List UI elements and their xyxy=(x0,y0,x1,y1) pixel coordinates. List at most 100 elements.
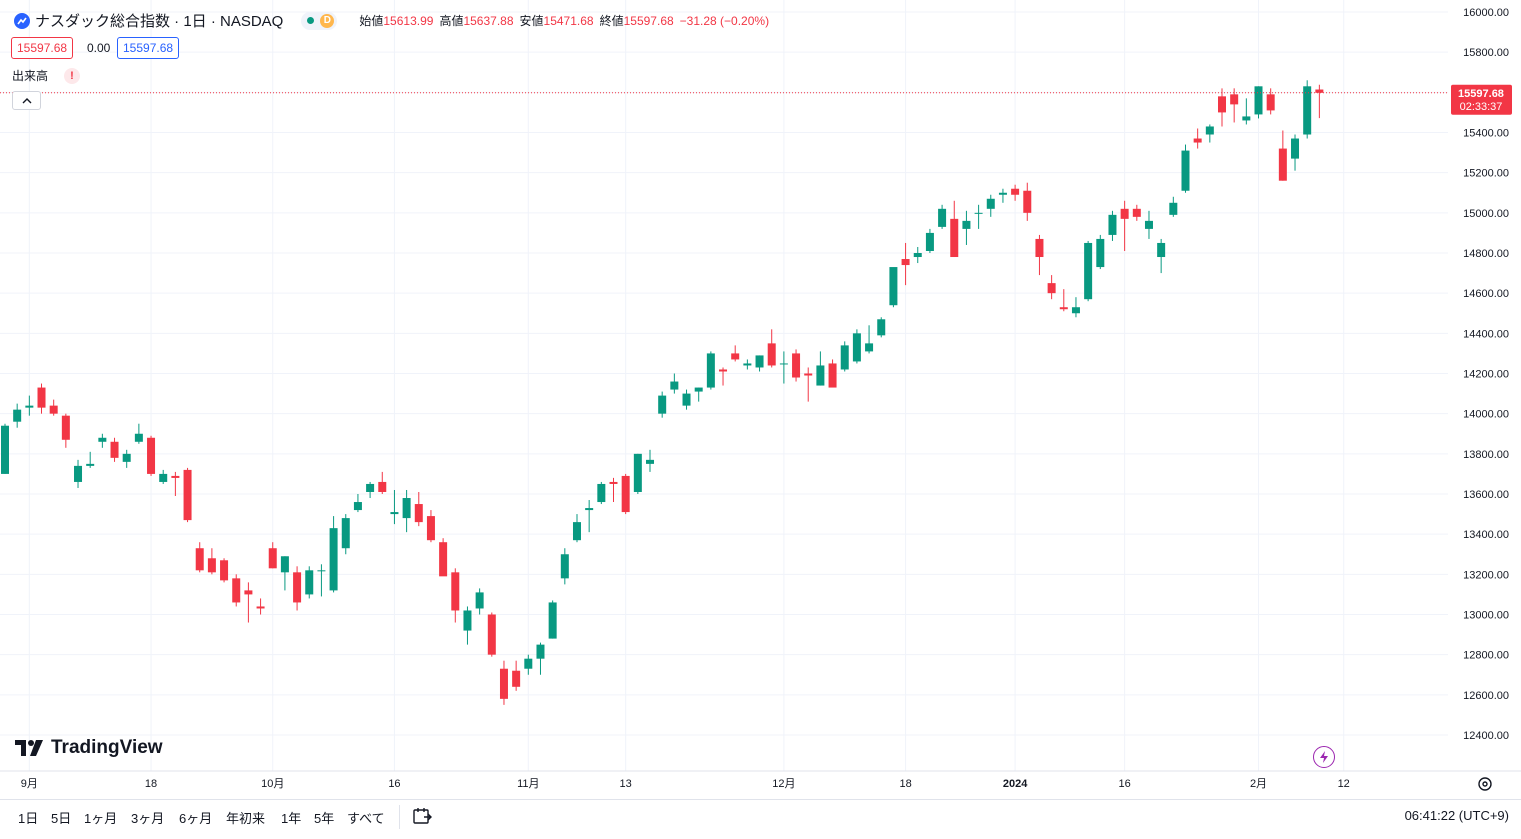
candle-body xyxy=(414,504,423,523)
ohlc-label: 終値 xyxy=(599,14,624,28)
ohlc-value: 15637.88 xyxy=(463,13,514,28)
candle-body xyxy=(1266,94,1275,111)
candle xyxy=(195,542,204,573)
candle xyxy=(901,242,910,286)
candle-body xyxy=(232,578,241,603)
candle-body xyxy=(1254,86,1263,115)
range-button[interactable]: 5日 xyxy=(51,811,72,826)
y-tick-label: 12800.00 xyxy=(1463,650,1509,662)
candle-body xyxy=(962,220,971,229)
x-tick-label: 2024 xyxy=(1003,778,1028,790)
candle xyxy=(207,548,216,575)
tradingview-mark-icon xyxy=(15,740,43,756)
candle xyxy=(1278,130,1287,181)
y-tick-label: 16000.00 xyxy=(1463,7,1509,19)
candle-body xyxy=(706,353,715,388)
tradingview-logo[interactable]: TradingView xyxy=(15,737,163,759)
candle-body xyxy=(1218,96,1226,113)
range-button[interactable]: 3ヶ月 xyxy=(131,811,165,826)
range-button[interactable]: 1年 xyxy=(281,811,302,826)
candle xyxy=(49,399,58,416)
candle xyxy=(1242,98,1251,125)
volume-indicator[interactable]: 出来高 ! xyxy=(12,67,81,84)
candle xyxy=(475,588,484,615)
candle xyxy=(147,435,156,476)
candle-body xyxy=(25,405,34,408)
x-axis[interactable]: 9月 18 10月 16 11月 13 12月 18 2024 16 2月 12 xyxy=(21,778,1350,790)
candle xyxy=(402,489,411,533)
candle xyxy=(548,600,557,639)
symbol-title[interactable]: ナスダック総合指数 · 1日 · NASDAQ xyxy=(35,13,284,30)
y-tick-label: 12400.00 xyxy=(1463,730,1509,742)
candle xyxy=(1144,210,1153,239)
candle xyxy=(1011,184,1020,201)
candle-body xyxy=(536,644,545,659)
range-button[interactable]: 5年 xyxy=(314,811,335,826)
x-tick-label: 12 xyxy=(1338,778,1350,790)
candle xyxy=(378,471,387,494)
candle-body xyxy=(1047,283,1056,294)
candle-body xyxy=(1291,138,1300,159)
candle xyxy=(512,660,521,691)
candle xyxy=(1218,88,1226,127)
candle-body xyxy=(889,267,898,306)
volume-label: 出来高 xyxy=(12,69,49,83)
candle-body xyxy=(378,481,387,492)
candle xyxy=(938,204,947,229)
candle-body xyxy=(159,473,168,482)
range-button[interactable]: 1ヶ月 xyxy=(84,811,118,826)
range-button[interactable]: 6ヶ月 xyxy=(179,811,213,826)
logo-text: TradingView xyxy=(51,737,163,758)
candle-body xyxy=(767,343,776,366)
ohlc-label: 高値 xyxy=(439,14,464,28)
candle xyxy=(816,351,825,386)
sell-price-button[interactable]: 15597.68 xyxy=(11,37,74,59)
candle-body xyxy=(974,212,983,214)
last-price-tag: 15597.68 02:33:37 xyxy=(1451,84,1512,115)
candle xyxy=(572,514,581,543)
y-tick-label: 15400.00 xyxy=(1463,128,1509,140)
candle xyxy=(779,351,788,384)
candle-body xyxy=(1315,89,1324,93)
range-button[interactable]: 1日 xyxy=(18,811,39,826)
range-button[interactable]: すべて xyxy=(347,811,385,826)
candle xyxy=(1291,134,1300,171)
candle-body xyxy=(37,387,46,408)
candle xyxy=(524,654,533,675)
warning-icon[interactable]: ! xyxy=(64,67,81,84)
candle xyxy=(609,477,618,503)
candle-body xyxy=(1205,126,1214,135)
candle xyxy=(633,453,642,494)
collapse-legend-button[interactable] xyxy=(12,91,41,110)
y-tick-label: 13600.00 xyxy=(1463,489,1509,501)
candle xyxy=(414,491,423,527)
calendar-goto-icon[interactable] xyxy=(412,806,432,826)
candle xyxy=(171,471,180,497)
candle xyxy=(159,469,168,484)
candle xyxy=(852,329,861,364)
candle-body xyxy=(402,498,411,519)
ohlc-value: 15471.68 xyxy=(543,13,594,28)
price-chart[interactable]: 16000.0015800.0015600.0015400.0015200.00… xyxy=(0,0,1521,800)
candle xyxy=(950,200,959,258)
candle-body xyxy=(74,465,83,482)
candle xyxy=(256,598,265,615)
candle-body xyxy=(268,548,277,569)
gear-icon[interactable] xyxy=(1476,775,1494,793)
candle xyxy=(621,473,630,515)
candle xyxy=(353,494,362,513)
market-status[interactable]: D xyxy=(301,11,338,30)
buy-price-button[interactable]: 15597.68 xyxy=(117,37,180,59)
y-axis[interactable]: 16000.0015800.0015600.0015400.0015200.00… xyxy=(1463,7,1509,742)
candle-body xyxy=(1035,238,1044,258)
candle-body xyxy=(49,405,58,414)
candle-body xyxy=(1144,220,1153,229)
candle-body xyxy=(353,502,362,511)
clock-timezone[interactable]: 06:41:22 (UTC+9) xyxy=(1404,808,1509,823)
lightning-icon[interactable] xyxy=(1313,746,1335,768)
candle-body xyxy=(110,441,119,458)
x-tick-label: 18 xyxy=(899,778,911,790)
range-button[interactable]: 年初来 xyxy=(226,811,266,826)
candle-body xyxy=(1,425,9,474)
candle xyxy=(865,325,874,354)
